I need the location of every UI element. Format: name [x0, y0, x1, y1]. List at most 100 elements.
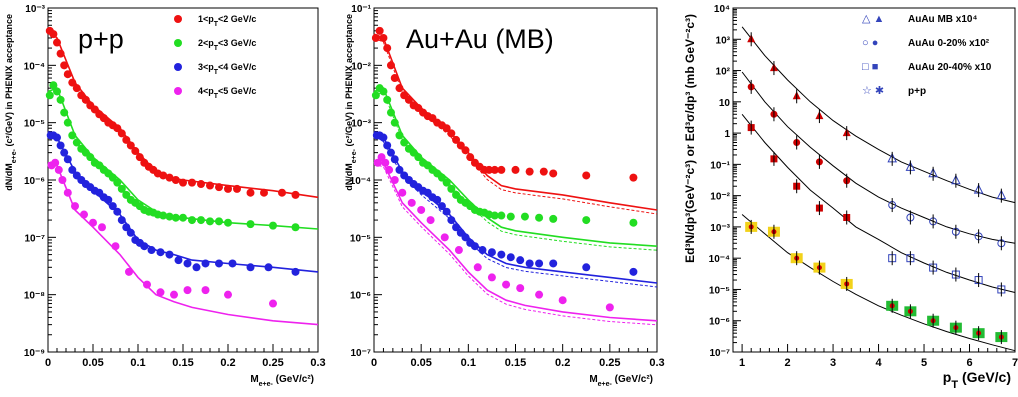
data-point — [81, 95, 90, 104]
series-1 — [741, 71, 1016, 251]
data-point — [126, 228, 135, 237]
data-point — [246, 188, 255, 197]
data-point — [442, 124, 451, 133]
y-tick-label: 10⁻⁷ — [24, 233, 45, 244]
x-tick-label: 6 — [966, 357, 972, 369]
y-tick-label: 10⁻¹ — [710, 160, 730, 171]
data-point — [170, 290, 178, 299]
x-tick-label: 1 — [739, 357, 745, 369]
data-point — [246, 220, 255, 229]
model-curve — [47, 28, 319, 199]
data-point — [371, 91, 380, 100]
data-point — [197, 180, 205, 189]
legend-marker: △ ▲ — [862, 13, 884, 25]
model-curve — [47, 87, 319, 230]
y-tick-label: 10⁻⁶ — [709, 317, 730, 328]
x-axis-title: pT (GeV/c) — [943, 369, 1011, 391]
x-tick-label: 0.05 — [82, 357, 103, 369]
data-point — [60, 61, 69, 70]
data-point — [454, 246, 463, 255]
data-point — [201, 259, 210, 268]
legend-marker — [174, 39, 182, 47]
data-point — [45, 91, 54, 100]
x-tick-label: 0.15 — [505, 357, 526, 369]
data-point — [54, 165, 63, 174]
y-tick-label: 10⁻³ — [351, 119, 371, 130]
data-point — [60, 108, 69, 117]
data-point — [156, 248, 165, 257]
y-tick-label: 10⁴ — [714, 4, 730, 15]
y-axis-title: dN/dMe+e- (c²/GeV) in PHENIX acceptance — [4, 14, 18, 191]
y-tick-label: 10⁻³ — [25, 4, 45, 15]
series-2 — [741, 113, 1016, 297]
data-point — [165, 212, 174, 221]
legend-label: 2<pT<3 GeV/c — [198, 38, 256, 52]
data-point — [135, 153, 144, 162]
data-point — [156, 288, 165, 297]
x-tick-label: 2 — [785, 357, 791, 369]
data-point — [179, 213, 187, 222]
data-point — [125, 267, 133, 276]
data-point — [490, 211, 499, 220]
y-tick-label: 10⁻² — [710, 192, 730, 203]
data-point — [511, 165, 520, 174]
legend-label: AuAu MB x10⁴ — [908, 14, 977, 25]
data-point — [192, 263, 201, 272]
y-tick-label: 10⁻⁷ — [709, 348, 730, 359]
data-point — [183, 286, 192, 295]
data-point — [183, 259, 192, 268]
fit-curve — [741, 113, 1016, 293]
data-point — [549, 214, 558, 223]
data-point — [63, 155, 72, 164]
data-point — [442, 178, 451, 187]
legend-label: AuAu 20-40% x10 — [908, 62, 992, 73]
data-point — [516, 284, 525, 293]
x-tick-label: 5 — [921, 357, 927, 369]
series-1 — [45, 81, 319, 232]
chart-pp: 0 0.05 0.1 0.15 0.2 0.25 0.3 10⁻⁹ 10⁻⁸ 10⁻⁷ 10⁻⁶ 10… — [0, 0, 340, 392]
data-point — [269, 221, 277, 230]
y-tick-label: 10⁻⁸ — [24, 291, 45, 302]
data-point — [506, 253, 515, 262]
plot-frame — [373, 7, 658, 353]
data-point — [215, 217, 223, 226]
data-point — [386, 148, 395, 157]
data-point — [520, 212, 529, 221]
data-point — [201, 286, 210, 295]
data-point — [461, 233, 470, 242]
data-point — [68, 131, 77, 140]
chart-auau: 0 0.05 0.1 0.15 0.2 0.25 0.3 10⁻⁷ 10⁻⁶ 10⁻⁵ 10⁻⁴ 10… — [340, 0, 680, 392]
data-point — [452, 190, 461, 199]
y-tick-label: 1 — [724, 129, 730, 140]
data-point — [159, 171, 168, 180]
data-point — [278, 188, 286, 197]
data-point — [224, 218, 232, 227]
data-point — [502, 280, 511, 289]
data-point — [140, 242, 149, 251]
x-tick-label: 0.1 — [461, 357, 476, 369]
data-point — [461, 146, 470, 155]
legend-marker: ☆ ✱ — [862, 85, 884, 97]
y-tick-label: 10⁻⁹ — [24, 348, 45, 359]
legend-marker — [174, 15, 182, 23]
data-point — [291, 190, 300, 199]
data-point — [291, 223, 300, 232]
data-point — [126, 141, 135, 150]
x-tick-label: 0.2 — [555, 357, 570, 369]
panel-label: Au+Au (MB) — [406, 24, 554, 54]
x-tick-label: 0.3 — [649, 357, 664, 369]
data-point — [171, 213, 180, 222]
series-0 — [45, 26, 319, 199]
data-point — [113, 124, 122, 133]
data-point — [60, 148, 69, 157]
series-1 — [371, 84, 658, 251]
y-tick-label: 10⁻⁶ — [350, 291, 371, 302]
data-point — [516, 256, 525, 265]
data-point — [466, 153, 475, 162]
data-point — [68, 78, 77, 87]
y-tick-label: 10⁻² — [351, 61, 371, 72]
data-point — [224, 290, 232, 299]
data-point — [147, 246, 156, 255]
y-tick-label: 10 — [719, 98, 731, 109]
data-point — [470, 242, 479, 251]
